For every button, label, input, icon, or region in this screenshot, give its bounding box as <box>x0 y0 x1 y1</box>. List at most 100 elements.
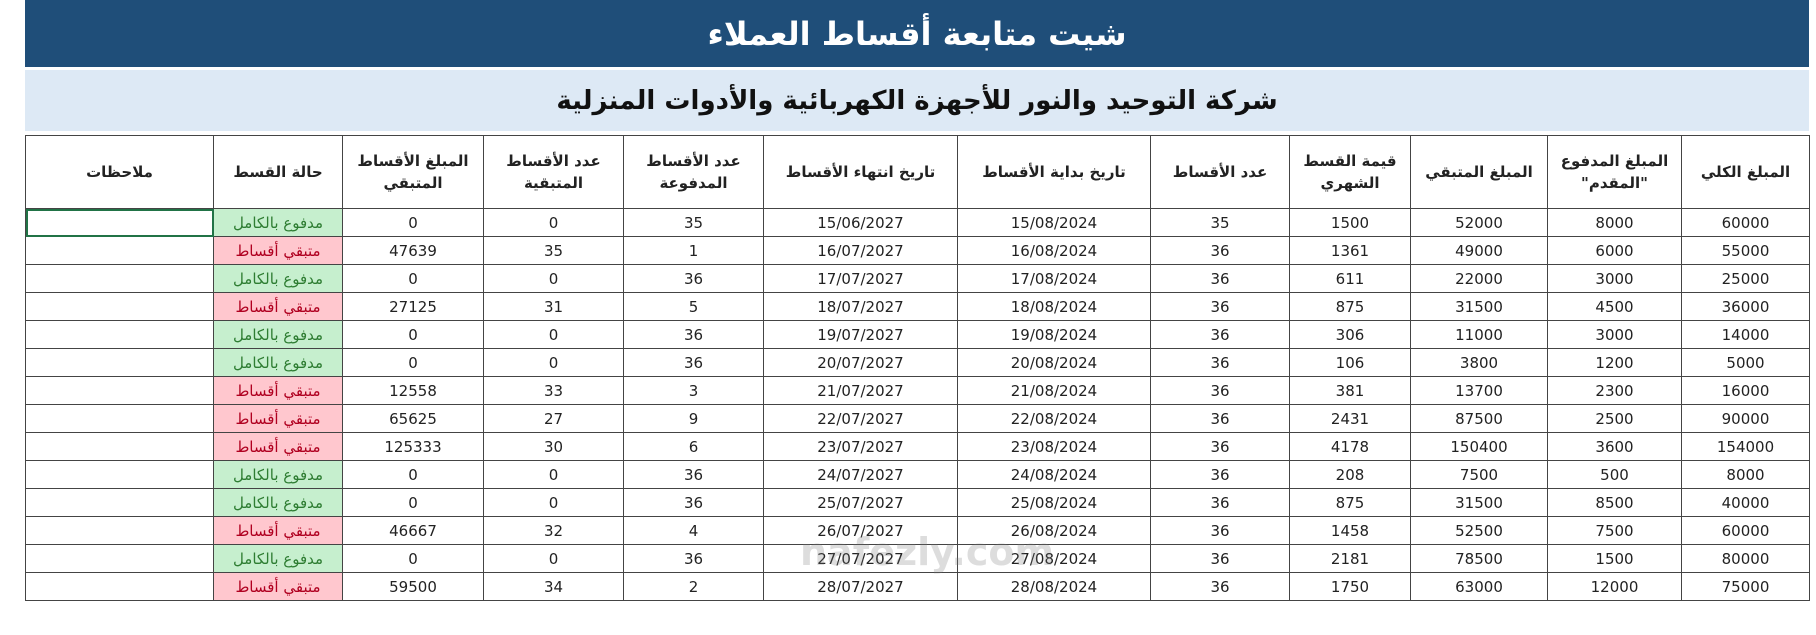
table-cell[interactable]: 18/08/2024 <box>957 292 1151 321</box>
table-cell[interactable]: 26/07/2027 <box>763 516 958 545</box>
table-cell[interactable]: 27/07/2027 <box>763 544 958 573</box>
column-header[interactable]: تاريخ بداية الأقساط <box>957 135 1151 209</box>
table-cell[interactable]: 36 <box>1150 488 1290 517</box>
notes-cell[interactable] <box>25 516 214 545</box>
column-header[interactable]: ملاحظات <box>25 135 214 209</box>
table-cell[interactable]: 31500 <box>1410 292 1548 321</box>
table-cell[interactable]: 150400 <box>1410 432 1548 461</box>
table-cell[interactable]: 21/07/2027 <box>763 376 958 405</box>
table-cell[interactable]: 5000 <box>1681 348 1810 377</box>
table-cell[interactable]: 19/08/2024 <box>957 320 1151 349</box>
table-cell[interactable]: 27125 <box>342 292 484 321</box>
table-cell[interactable]: 33 <box>483 376 624 405</box>
column-header[interactable]: تاريخ انتهاء الأقساط <box>763 135 958 209</box>
table-cell[interactable]: 47639 <box>342 236 484 265</box>
table-cell[interactable]: 1200 <box>1547 348 1682 377</box>
table-cell[interactable]: 15/06/2027 <box>763 208 958 237</box>
table-cell[interactable]: 12000 <box>1547 572 1682 601</box>
table-cell[interactable]: 31 <box>483 292 624 321</box>
table-cell[interactable]: 4178 <box>1289 432 1411 461</box>
table-cell[interactable]: 36 <box>1150 348 1290 377</box>
table-cell[interactable]: 78500 <box>1410 544 1548 573</box>
table-cell[interactable]: 23/08/2024 <box>957 432 1151 461</box>
table-cell[interactable]: 36 <box>623 320 764 349</box>
notes-cell[interactable] <box>25 348 214 377</box>
table-cell[interactable]: 5 <box>623 292 764 321</box>
table-cell[interactable]: 36 <box>1150 292 1290 321</box>
status-cell[interactable]: متبقي أقساط <box>213 516 343 545</box>
table-cell[interactable]: 31500 <box>1410 488 1548 517</box>
table-cell[interactable]: 125333 <box>342 432 484 461</box>
table-cell[interactable]: 36 <box>1150 572 1290 601</box>
table-cell[interactable]: 27 <box>483 404 624 433</box>
table-cell[interactable]: 40000 <box>1681 488 1810 517</box>
table-cell[interactable]: 35 <box>623 208 764 237</box>
table-cell[interactable]: 0 <box>483 544 624 573</box>
status-cell[interactable]: متبقي أقساط <box>213 404 343 433</box>
table-cell[interactable]: 0 <box>483 320 624 349</box>
table-cell[interactable]: 22/08/2024 <box>957 404 1151 433</box>
table-cell[interactable]: 8500 <box>1547 488 1682 517</box>
table-cell[interactable]: 55000 <box>1681 236 1810 265</box>
table-cell[interactable]: 14000 <box>1681 320 1810 349</box>
table-cell[interactable]: 0 <box>483 348 624 377</box>
status-cell[interactable]: متبقي أقساط <box>213 572 343 601</box>
table-cell[interactable]: 24/08/2024 <box>957 460 1151 489</box>
table-cell[interactable]: 4 <box>623 516 764 545</box>
column-header[interactable]: المبلغ الأقساط المتبقي <box>342 135 484 209</box>
table-cell[interactable]: 875 <box>1289 292 1411 321</box>
table-cell[interactable]: 381 <box>1289 376 1411 405</box>
table-cell[interactable]: 6 <box>623 432 764 461</box>
table-cell[interactable]: 46667 <box>342 516 484 545</box>
status-cell[interactable]: متبقي أقساط <box>213 292 343 321</box>
table-cell[interactable]: 16000 <box>1681 376 1810 405</box>
status-cell[interactable]: مدفوع بالكامل <box>213 488 343 517</box>
table-cell[interactable]: 52500 <box>1410 516 1548 545</box>
table-cell[interactable]: 49000 <box>1410 236 1548 265</box>
table-cell[interactable]: 6000 <box>1547 236 1682 265</box>
table-cell[interactable]: 36 <box>1150 320 1290 349</box>
table-cell[interactable]: 208 <box>1289 460 1411 489</box>
table-cell[interactable]: 0 <box>342 544 484 573</box>
table-cell[interactable]: 36 <box>623 544 764 573</box>
table-cell[interactable]: 3000 <box>1547 320 1682 349</box>
table-cell[interactable]: 19/07/2027 <box>763 320 958 349</box>
table-cell[interactable]: 1361 <box>1289 236 1411 265</box>
table-cell[interactable]: 36 <box>623 488 764 517</box>
table-cell[interactable]: 7500 <box>1410 460 1548 489</box>
table-cell[interactable]: 8000 <box>1681 460 1810 489</box>
table-cell[interactable]: 3 <box>623 376 764 405</box>
table-cell[interactable]: 36000 <box>1681 292 1810 321</box>
notes-cell[interactable] <box>25 432 214 461</box>
table-cell[interactable]: 22000 <box>1410 264 1548 293</box>
table-cell[interactable]: 2181 <box>1289 544 1411 573</box>
table-cell[interactable]: 17/08/2024 <box>957 264 1151 293</box>
table-cell[interactable]: 52000 <box>1410 208 1548 237</box>
notes-cell[interactable] <box>25 376 214 405</box>
table-cell[interactable]: 63000 <box>1410 572 1548 601</box>
table-cell[interactable]: 106 <box>1289 348 1411 377</box>
table-cell[interactable]: 60000 <box>1681 516 1810 545</box>
table-cell[interactable]: 3600 <box>1547 432 1682 461</box>
table-cell[interactable]: 1 <box>623 236 764 265</box>
table-cell[interactable]: 36 <box>1150 544 1290 573</box>
table-cell[interactable]: 611 <box>1289 264 1411 293</box>
table-cell[interactable]: 20/08/2024 <box>957 348 1151 377</box>
notes-cell[interactable] <box>25 404 214 433</box>
notes-cell[interactable] <box>25 236 214 265</box>
notes-cell[interactable] <box>25 264 214 293</box>
table-cell[interactable]: 3800 <box>1410 348 1548 377</box>
table-cell[interactable]: 23/07/2027 <box>763 432 958 461</box>
status-cell[interactable]: مدفوع بالكامل <box>213 264 343 293</box>
table-cell[interactable]: 35 <box>1150 208 1290 237</box>
column-header[interactable]: المبلغ المتبقي <box>1410 135 1548 209</box>
table-cell[interactable]: 0 <box>342 320 484 349</box>
table-cell[interactable]: 16/07/2027 <box>763 236 958 265</box>
table-cell[interactable]: 90000 <box>1681 404 1810 433</box>
table-cell[interactable]: 30 <box>483 432 624 461</box>
table-cell[interactable]: 16/08/2024 <box>957 236 1151 265</box>
table-cell[interactable]: 21/08/2024 <box>957 376 1151 405</box>
table-cell[interactable]: 22/07/2027 <box>763 404 958 433</box>
table-cell[interactable]: 35 <box>483 236 624 265</box>
table-cell[interactable]: 875 <box>1289 488 1411 517</box>
